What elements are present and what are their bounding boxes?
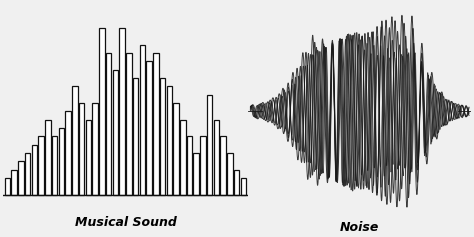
Bar — [119, 28, 125, 195]
Bar — [133, 78, 138, 195]
Bar — [146, 61, 152, 195]
Bar — [65, 111, 71, 195]
Bar — [52, 136, 57, 195]
Bar — [11, 170, 17, 195]
Text: Noise: Noise — [340, 222, 379, 234]
Bar — [25, 153, 30, 195]
Bar — [241, 178, 246, 195]
Bar — [92, 103, 98, 195]
Bar — [160, 78, 165, 195]
Bar — [207, 95, 212, 195]
Bar — [126, 53, 132, 195]
Bar — [139, 45, 145, 195]
Bar — [187, 136, 192, 195]
Bar — [99, 28, 105, 195]
Bar — [45, 120, 51, 195]
Bar — [72, 86, 78, 195]
Bar — [18, 161, 24, 195]
Bar — [173, 103, 179, 195]
Bar — [106, 53, 111, 195]
Bar — [180, 120, 185, 195]
Bar — [214, 120, 219, 195]
Bar — [200, 136, 206, 195]
Bar — [59, 128, 64, 195]
Bar — [153, 53, 159, 195]
Text: Musical Sound: Musical Sound — [74, 216, 176, 229]
Bar — [38, 136, 44, 195]
Bar — [32, 145, 37, 195]
Bar — [193, 153, 199, 195]
Bar — [86, 120, 91, 195]
Bar — [113, 70, 118, 195]
Bar — [227, 153, 233, 195]
Bar — [166, 86, 172, 195]
Bar — [220, 136, 226, 195]
Bar — [234, 170, 239, 195]
Bar — [5, 178, 10, 195]
Bar — [79, 103, 84, 195]
